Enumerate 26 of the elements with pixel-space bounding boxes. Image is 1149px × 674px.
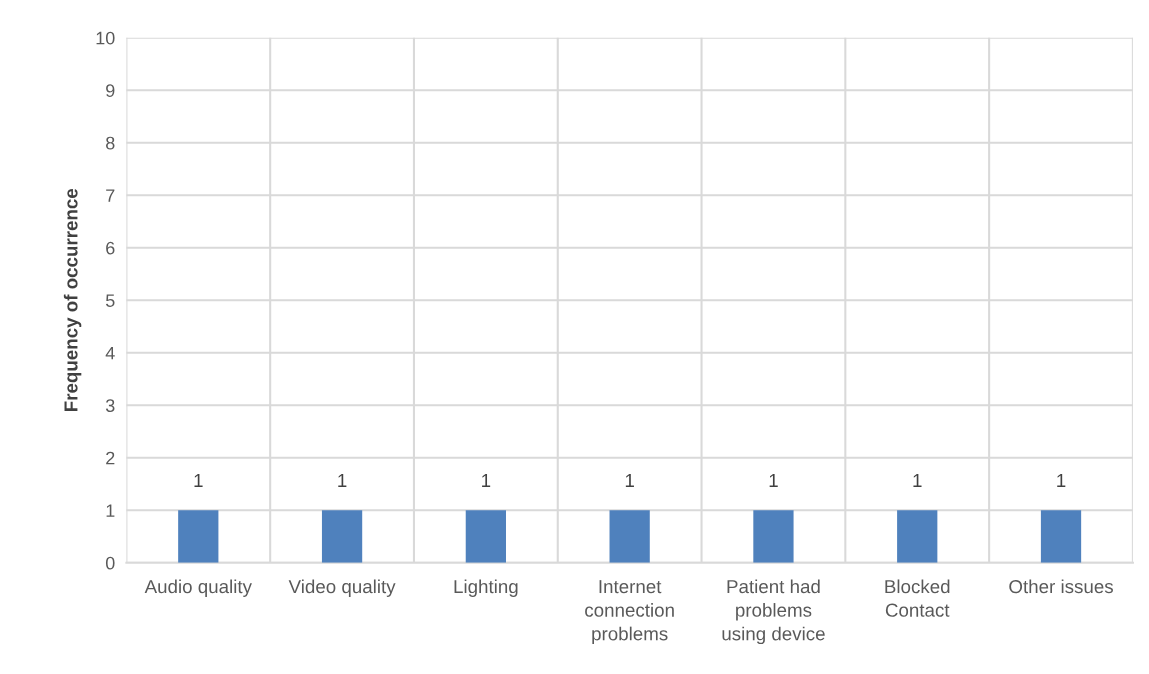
- x-tick-label: Lighting: [454, 579, 518, 597]
- x-tick-label: Internet connection problems: [585, 580, 674, 645]
- x-tick-label: Video quality: [288, 579, 396, 597]
- data-label: 1: [625, 474, 634, 487]
- x-tick-label: Audio quality: [144, 579, 252, 597]
- y-tick-label: 9: [106, 84, 115, 97]
- data-label: 1: [913, 474, 922, 487]
- y-tick-label: 10: [96, 31, 115, 45]
- y-tick-label: 6: [106, 241, 115, 255]
- data-label: 1: [338, 474, 347, 487]
- data-label: 1: [1057, 474, 1066, 487]
- y-tick-label: 0: [105, 556, 115, 570]
- y-tick-label: 4: [105, 346, 115, 360]
- x-tick-label: Patient had problems using device: [722, 579, 825, 645]
- y-tick-label: 7: [106, 189, 115, 202]
- y-tick-label: 8: [106, 136, 115, 150]
- x-tick-label: Other issues: [1009, 579, 1113, 594]
- data-label: 1: [769, 474, 778, 487]
- x-tick-label: Blocked Contact: [885, 579, 950, 617]
- y-tick-label: 1: [106, 504, 115, 517]
- data-label: 1: [482, 474, 491, 487]
- y-axis-title: Frequency of occurrence: [63, 188, 82, 412]
- y-tick-label: 3: [105, 399, 115, 412]
- data-label: 1: [194, 474, 203, 487]
- y-tick-label: 2: [106, 451, 115, 465]
- y-tick-label: 5: [105, 294, 115, 307]
